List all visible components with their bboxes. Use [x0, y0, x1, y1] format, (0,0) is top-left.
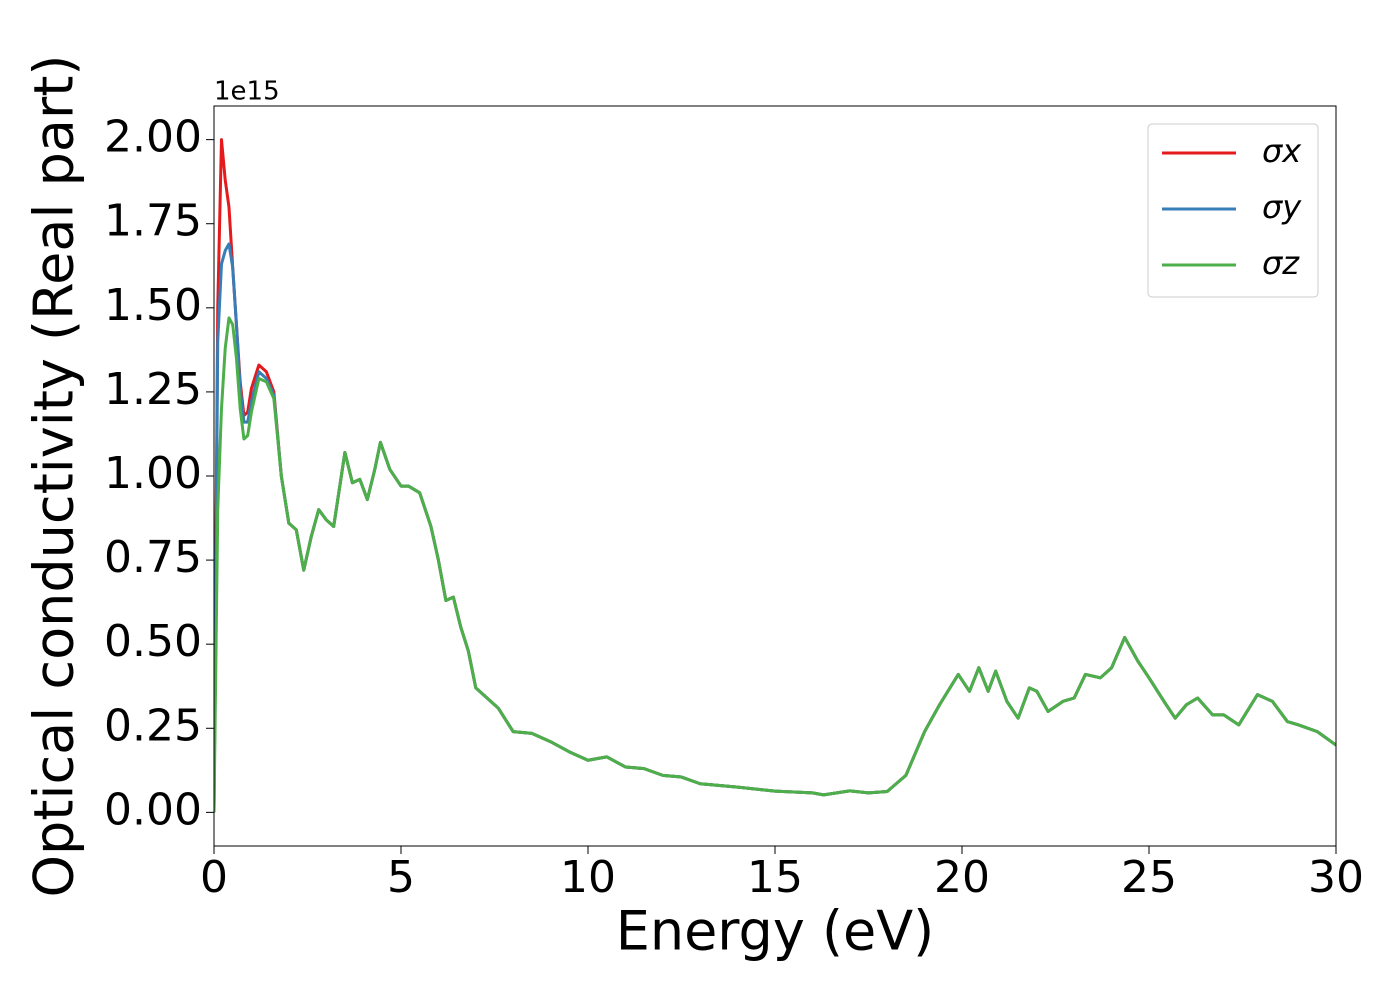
x-tick-label: 5 [387, 852, 415, 903]
y-axis-label: Optical conductivity (Real part) [23, 55, 86, 898]
y-tick-label: 1.00 [104, 448, 202, 499]
plot-frame [213, 105, 1337, 847]
x-tick-label: 0 [200, 852, 228, 903]
x-tick-label: 10 [560, 852, 616, 903]
y-tick-label: 2.00 [104, 112, 202, 163]
y-tick-label: 0.75 [104, 532, 202, 583]
legend-label: σz [1262, 244, 1300, 282]
line-series [214, 316, 1336, 813]
x-tick-label: 25 [1121, 852, 1177, 903]
y-tick-label: 1.25 [104, 364, 202, 415]
x-tick-label: 30 [1308, 852, 1364, 903]
y-tick-label: 0.00 [104, 784, 202, 835]
y-tick-label: 1.50 [104, 280, 202, 331]
axis-offset: 1e15 [214, 77, 280, 107]
y-tick-label: 0.50 [104, 616, 202, 667]
y-tick-label: 0.25 [104, 700, 202, 751]
y-tick-label: 1.75 [104, 196, 202, 247]
x-tick-label: 15 [747, 852, 803, 903]
legend-label: σx [1262, 132, 1302, 170]
x-tick-label: 20 [934, 852, 990, 903]
legend-label: σy [1262, 188, 1302, 226]
x-axis-label: Energy (eV) [616, 900, 935, 963]
